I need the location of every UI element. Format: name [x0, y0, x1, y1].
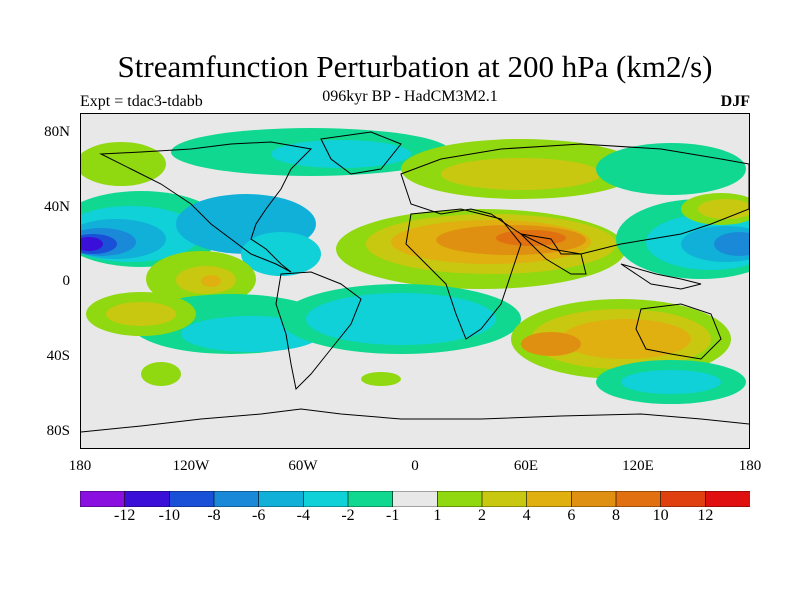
colorbar-swatch — [169, 491, 215, 507]
lon-label: 120W — [172, 458, 210, 474]
colorbar-label: 6 — [567, 507, 576, 524]
colorbar-swatch — [481, 491, 528, 507]
field-contour — [621, 370, 721, 394]
field-contour — [561, 319, 691, 359]
colorbar-swatch — [660, 491, 706, 507]
colorbar-label: 8 — [612, 507, 620, 524]
colorbar-swatch — [392, 491, 438, 507]
field-contour — [141, 362, 181, 386]
map-panel — [80, 113, 750, 449]
colorbar-label: -4 — [296, 507, 310, 524]
lat-label: 80N — [44, 124, 70, 140]
lat-label: 40S — [46, 348, 70, 364]
colorbar-label: -2 — [341, 507, 355, 524]
field-contour — [306, 293, 496, 345]
colorbar-swatch — [571, 491, 617, 507]
field-contour — [441, 158, 601, 190]
field-contour — [521, 332, 581, 356]
colorbar-swatch — [526, 491, 572, 507]
colorbar-label: -12 — [113, 507, 136, 524]
field-contour — [81, 142, 166, 186]
field-contour — [596, 143, 746, 195]
colorbar-swatch — [347, 491, 394, 507]
colorbar-swatch — [80, 491, 126, 507]
colorbar-label: 4 — [522, 507, 531, 524]
field-contour — [714, 232, 749, 256]
colorbar-label: -8 — [207, 507, 221, 524]
colorbar — [80, 491, 750, 507]
lat-label: 80S — [46, 423, 70, 439]
colorbar-swatch — [303, 491, 349, 507]
colorbar-swatch — [437, 491, 483, 507]
colorbar-swatch — [705, 491, 750, 507]
colorbar-swatch — [258, 491, 304, 507]
lat-label: 40N — [44, 199, 70, 215]
map-subtitle: 096kyr BP - HadCM3M2.1 — [322, 88, 498, 105]
colorbar-label: -10 — [158, 507, 180, 524]
field-contour — [106, 302, 176, 326]
colorbar-label: -1 — [385, 507, 400, 524]
field-contour — [271, 140, 411, 168]
lat-label: 0 — [62, 273, 71, 289]
field-contour — [241, 232, 321, 276]
field-contour — [201, 275, 221, 287]
season-label: DJF — [720, 93, 750, 110]
colorbar-swatch — [615, 491, 662, 507]
lon-label: 180 — [68, 458, 92, 474]
lon-label: 120E — [622, 458, 654, 474]
colorbar-swatch — [213, 491, 260, 507]
map-title: Streamfunction Perturbation at 200 hPa (… — [117, 49, 713, 84]
colorbar-label: 2 — [478, 507, 486, 524]
coastlines — [81, 131, 749, 433]
colorbar-label: 12 — [697, 507, 714, 524]
colorbar-label: 1 — [433, 507, 442, 524]
colorbar-label: -6 — [251, 507, 266, 524]
streamfunction-map — [81, 114, 749, 448]
field-contour — [361, 372, 401, 386]
field-contour — [81, 237, 103, 251]
experiment-label: Expt = tdac3-tdabb — [80, 93, 203, 110]
colorbar-label: 10 — [652, 507, 669, 524]
lon-label: 60W — [288, 458, 318, 474]
lon-label: 60E — [513, 458, 539, 474]
lon-label: 0 — [411, 458, 419, 474]
colorbar-swatch — [124, 491, 170, 507]
lon-label: 180 — [738, 458, 762, 474]
